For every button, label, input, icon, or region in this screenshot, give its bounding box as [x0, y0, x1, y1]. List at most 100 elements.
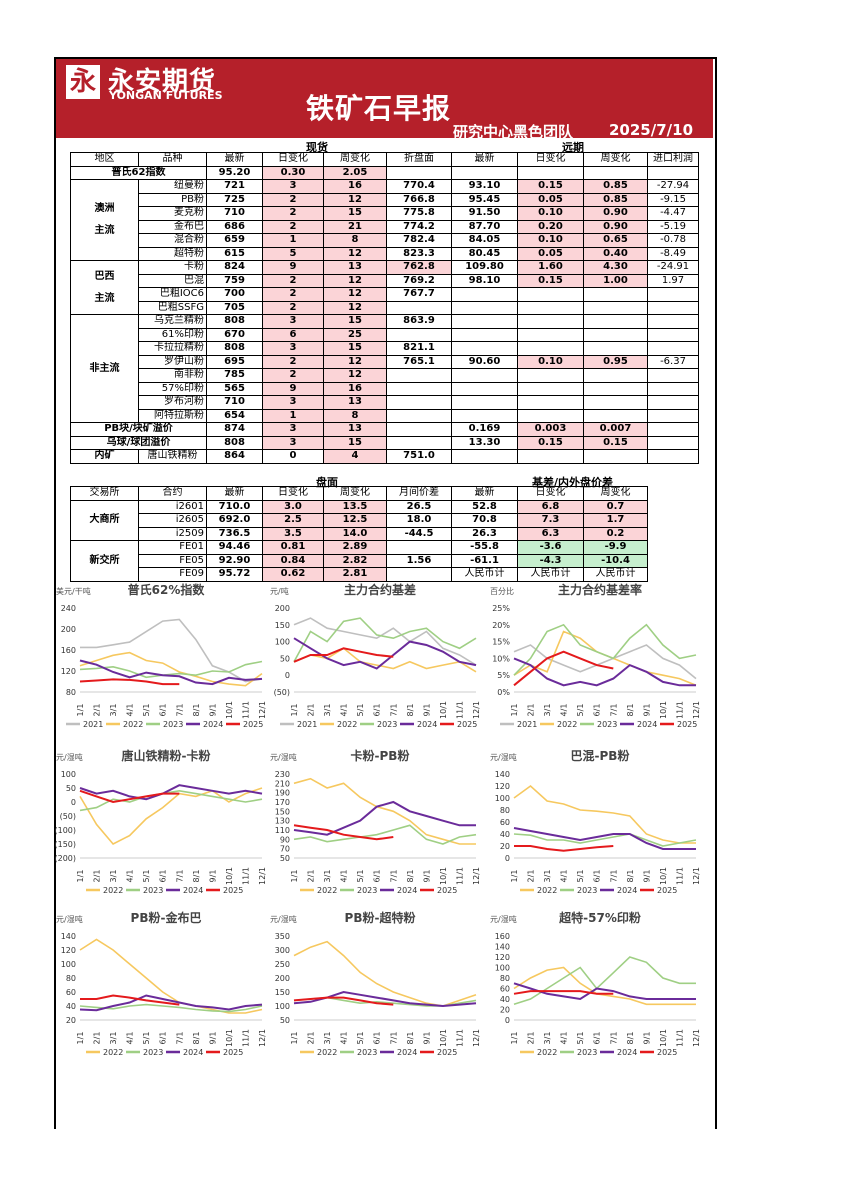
x-tick-label: 10/1: [439, 701, 448, 719]
table-row: 南非粉 785 2 12: [71, 368, 699, 383]
x-tick-label: 4/1: [340, 1032, 349, 1045]
x-tick-label: 1/1: [76, 1032, 85, 1045]
x-tick-label: 11/1: [241, 867, 250, 885]
x-tick-label: 9/1: [642, 870, 651, 883]
chart-platts-index: 普氏62%指数 美元/干吨 240 200 160 120 80 1/1 2/1 3/1 4/1 5/…: [56, 582, 270, 736]
y-tick-label: 50: [280, 654, 290, 663]
spot-price-table: 地区 品种 最新 日变化 周变化 折盘面 最新 日变化 周变化 进口利润 普氏62指数 95.20 0.…: [70, 152, 699, 464]
series-line-2025: [513, 650, 614, 687]
cell: 2.82: [323, 553, 387, 568]
x-tick-label: 6/1: [373, 704, 382, 717]
y-tick-label: 60: [500, 985, 510, 994]
x-tick-label: 12/1: [472, 701, 481, 719]
cell: 0.81: [262, 540, 324, 555]
cell: 26.3: [451, 526, 518, 541]
y-tick-label: 0%: [497, 688, 510, 697]
cell: 交易所: [70, 486, 139, 501]
y-tick-label: 230: [275, 770, 290, 779]
cell: 1.7: [583, 513, 648, 528]
cell: 710: [206, 206, 263, 221]
cell: 月间价差: [386, 486, 452, 501]
x-tick-label: 1/1: [290, 870, 299, 883]
table-row: 大商所 i2601 710.0 3.0 13.5 26.5 52.8 6.8 0.7: [70, 499, 699, 541]
cell: 人民币计: [451, 567, 518, 582]
x-tick-label: 3/1: [543, 1032, 552, 1045]
legend-label: 2022: [103, 1048, 123, 1057]
y-tick-label: 140: [61, 932, 76, 941]
cell: [451, 408, 518, 423]
x-tick-label: 11/1: [675, 867, 684, 885]
cell: 巴粗SSFG: [138, 300, 207, 315]
x-tick-label: 12/1: [692, 867, 701, 885]
legend-label: 2024: [397, 886, 417, 895]
cell: [451, 368, 518, 383]
x-tick-label: 6/1: [159, 1032, 168, 1045]
cell: [451, 341, 518, 356]
cell: 2: [262, 219, 324, 234]
region-label: 澳洲: [94, 203, 115, 214]
cell: 654: [206, 408, 263, 423]
cell: [451, 314, 518, 329]
cell: [517, 395, 584, 410]
legend-label: 2022: [317, 1048, 337, 1057]
y-tick-label: 0: [505, 1016, 510, 1025]
y-tick-label: 20: [500, 1006, 510, 1015]
cell: [648, 568, 699, 582]
x-tick-label: 4/1: [340, 870, 349, 883]
legend-label: 2021: [297, 720, 317, 729]
series-line-2022: [293, 777, 476, 845]
cell: 12: [323, 354, 387, 369]
cell: 纽曼粉: [138, 179, 207, 194]
y-tick-label: 190: [275, 789, 290, 798]
cell: 766.8: [386, 192, 452, 207]
x-tick-label: 6/1: [159, 704, 168, 717]
cell: -61.1: [451, 553, 518, 568]
cell: 95.20: [206, 165, 263, 180]
cell: [386, 395, 452, 410]
cell: 13: [323, 260, 387, 275]
brand-cn: 永安期货: [108, 67, 217, 97]
x-tick-label: 5/1: [356, 870, 365, 883]
cell: 26.5: [386, 499, 452, 514]
region-label: 巴西: [94, 270, 115, 282]
legend-label: 2022: [337, 720, 357, 729]
cell: 25: [323, 327, 387, 342]
cell: 109.80: [451, 260, 518, 275]
cell: 0.7: [583, 499, 648, 514]
x-tick-label: 6/1: [593, 1032, 602, 1045]
y-tick-label: 0: [285, 671, 290, 680]
cell: 0.15: [517, 435, 584, 450]
cell: 进口利润: [647, 152, 699, 167]
legend-label: 2025: [657, 1048, 677, 1057]
series-line-2024: [79, 659, 263, 686]
cell: [647, 165, 699, 180]
series-line-2024: [513, 657, 696, 687]
cell: [647, 327, 699, 342]
section-spot: 现货: [306, 141, 328, 154]
x-tick-label: 4/1: [126, 704, 135, 717]
y-tick-label: 80: [500, 974, 510, 983]
section-basis: 基差/内外盘价差: [532, 476, 614, 489]
y-tick-label: (50): [60, 812, 76, 821]
region-cell: 澳洲 主流: [70, 179, 139, 261]
x-tick-label: 8/1: [626, 870, 635, 883]
cell: 3: [262, 395, 324, 410]
legend-label: 2025: [223, 1048, 243, 1057]
cell: [648, 554, 699, 568]
table-row: FE05 92.90 0.84 2.82 1.56 -61.1 -4.3 -10.4: [71, 553, 699, 568]
cell: 2: [262, 273, 324, 288]
region-cell: 巴西 主流: [70, 260, 139, 315]
table-row: FE09 95.72 0.62 2.81 人民币计 人民币计 人民币计: [71, 567, 699, 582]
cell: 3: [262, 179, 324, 194]
cell: 615: [206, 246, 263, 261]
cell: 超特粉: [138, 246, 207, 261]
x-tick-label: 12/1: [258, 701, 267, 719]
cell: 日变化: [262, 486, 324, 501]
x-tick-label: 4/1: [560, 1032, 569, 1045]
cell: 725: [206, 192, 263, 207]
chart-title: 普氏62%指数: [128, 582, 206, 597]
y-unit-label: 美元/干吨: [56, 586, 91, 596]
cell: 808: [206, 435, 263, 450]
cell: 0.10: [517, 233, 584, 248]
cell: 98.10: [451, 273, 518, 288]
